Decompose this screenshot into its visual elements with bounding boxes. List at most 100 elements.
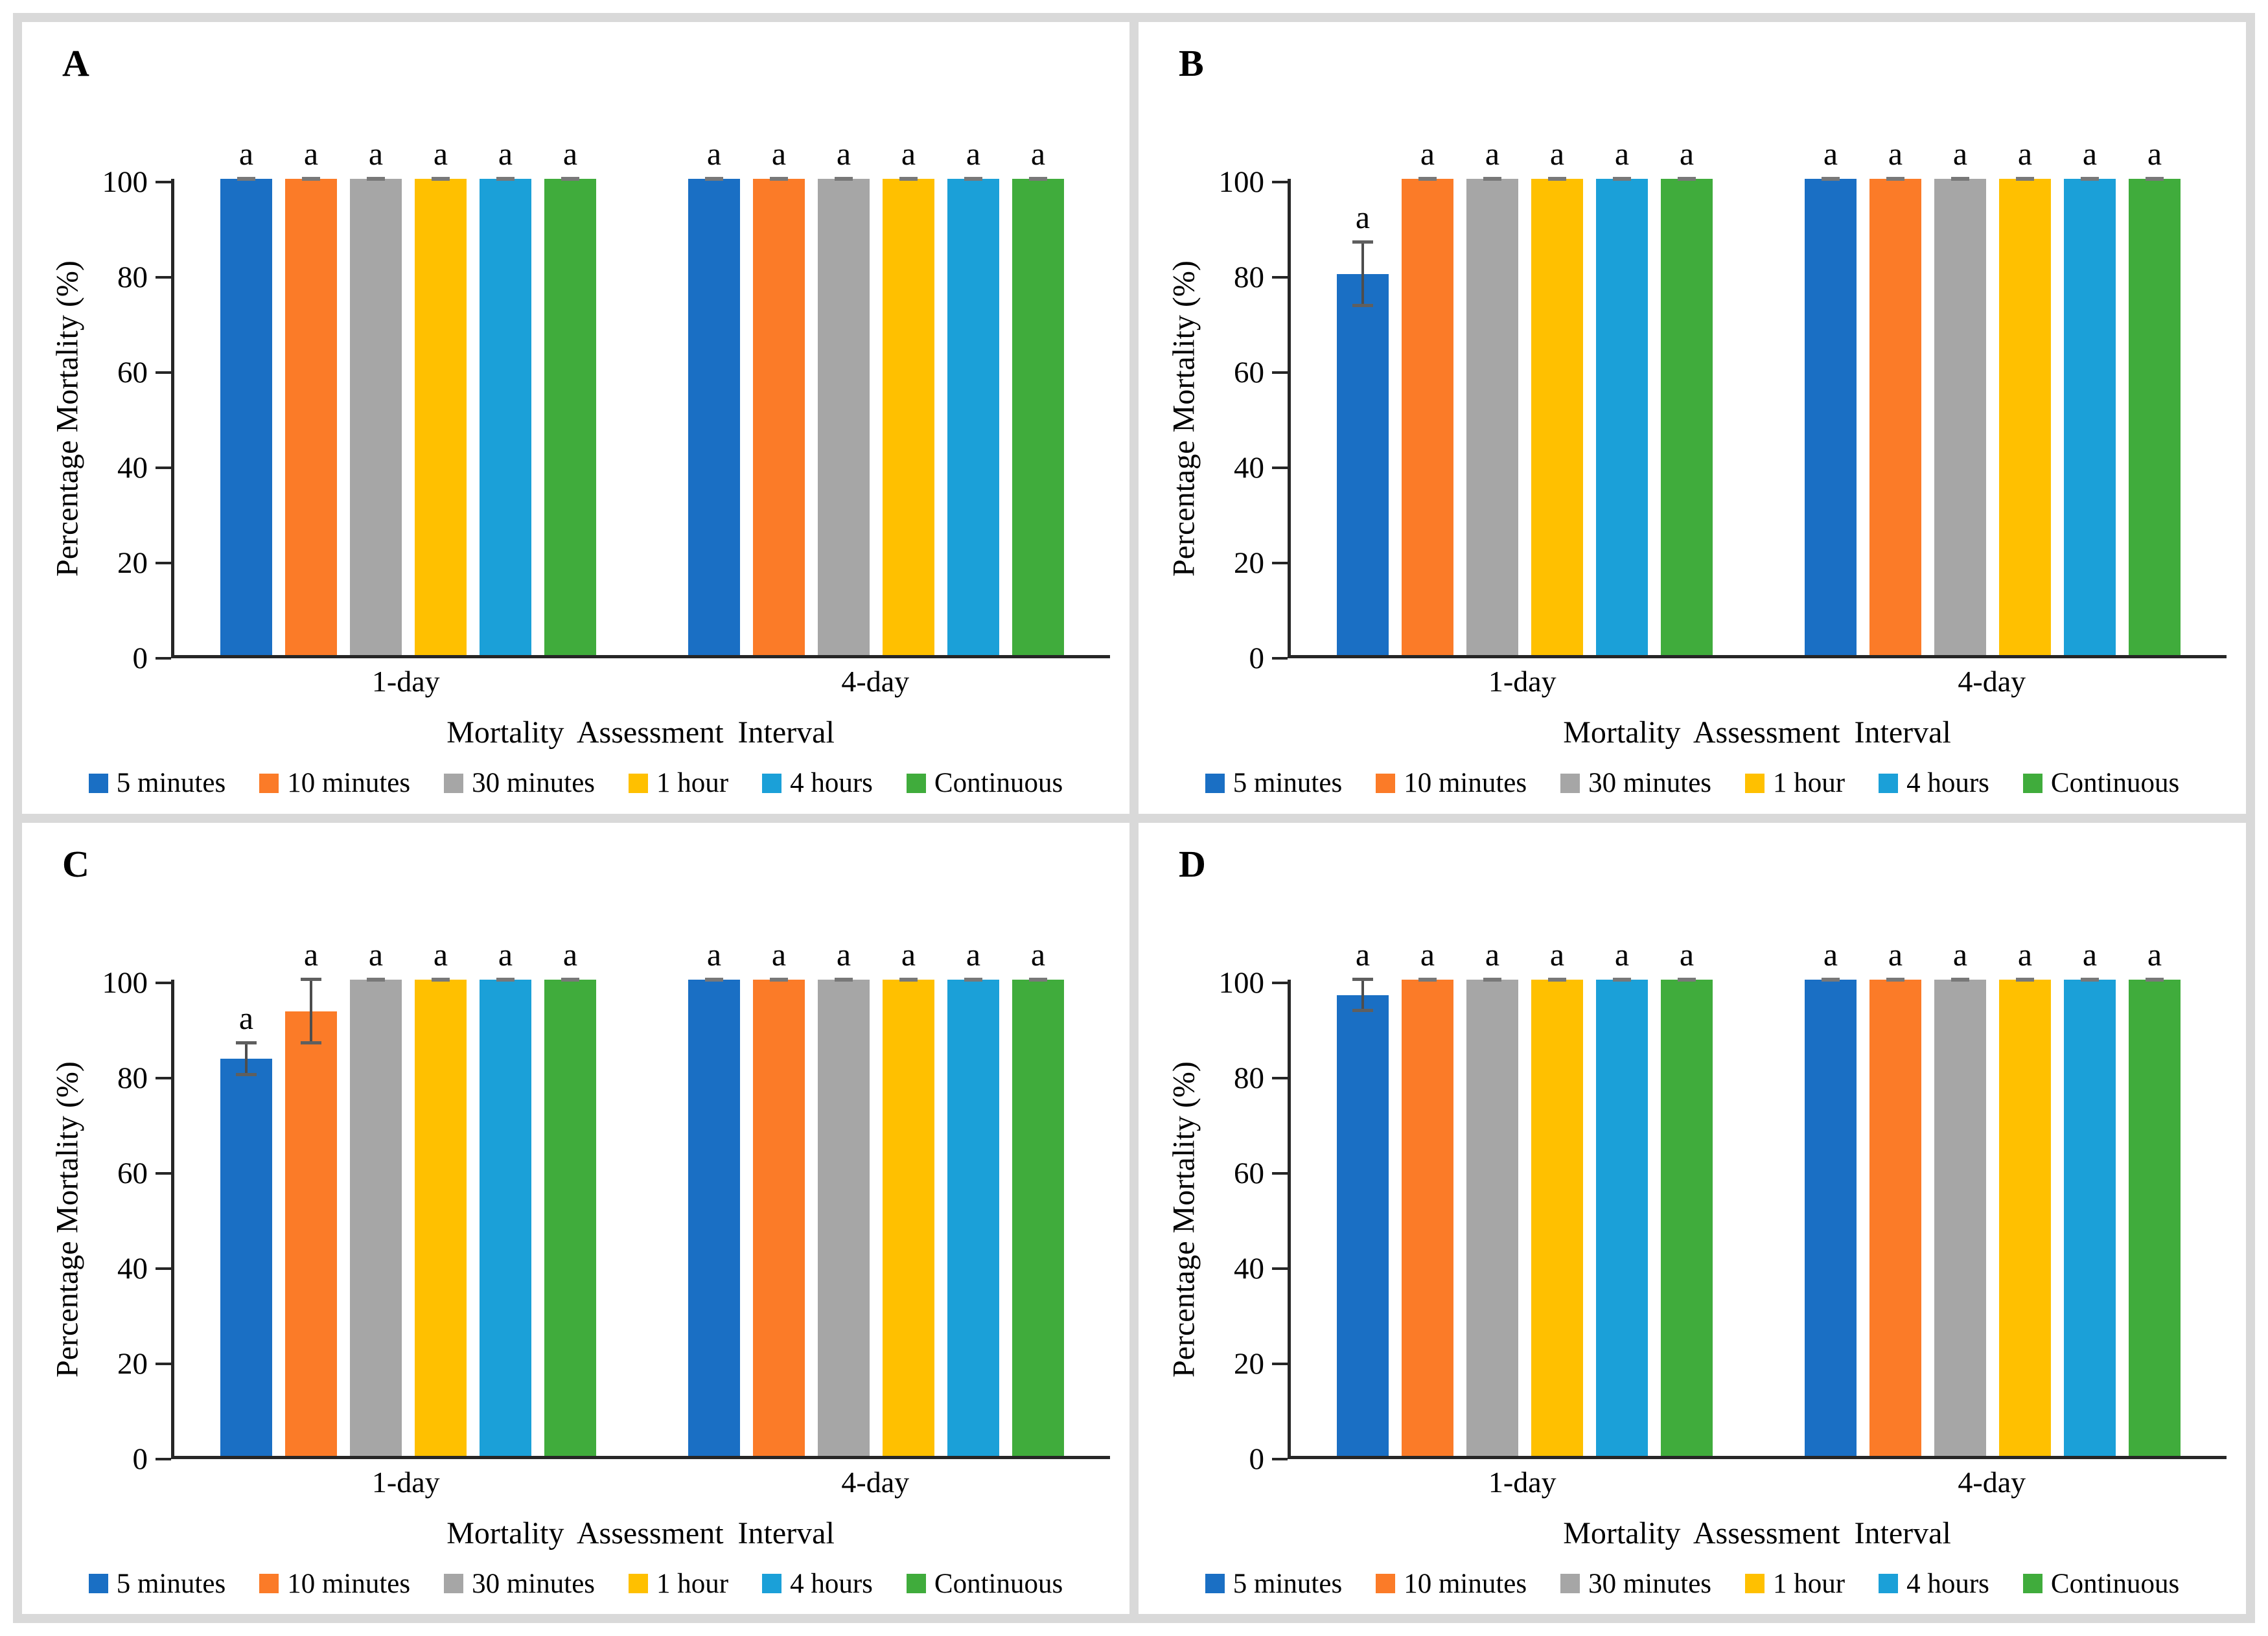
error-bar-cap xyxy=(705,977,723,982)
y-tick-mark xyxy=(156,562,171,564)
bar-1-day-4-hours: a xyxy=(1596,938,1648,1456)
legend-label: 4 hours xyxy=(790,768,873,798)
chart-area: Percentage Mortality (%) 0 20 40 60 80 100 a a a a… xyxy=(1158,114,2227,750)
legend-swatch-icon xyxy=(1560,1574,1580,1593)
significance-label: a xyxy=(433,936,448,973)
significance-label: a xyxy=(966,135,981,172)
significance-label: a xyxy=(2147,936,2162,973)
bar-4-day-10-minutes: a xyxy=(1869,938,1921,1456)
error-bar-cap xyxy=(2146,977,2164,982)
error-bar-cap xyxy=(1483,977,1501,982)
legend-item-10-minutes: 10 minutes xyxy=(259,1568,410,1600)
significance-label: a xyxy=(1823,936,1838,973)
error-bar-cap xyxy=(2016,177,2034,181)
bar-1-day-5-minutes: a xyxy=(220,137,272,655)
legend-item-continuous: Continuous xyxy=(906,767,1063,799)
error-bar-cap-bottom xyxy=(1352,304,1373,308)
legend-label: 4 hours xyxy=(790,1568,873,1599)
legend-item-30-minutes: 30 minutes xyxy=(1560,767,1711,799)
error-bar-cap-top xyxy=(1352,977,1373,981)
error-bar-cap xyxy=(2146,177,2164,181)
legend-item-30-minutes: 30 minutes xyxy=(444,1568,595,1600)
legend-swatch-icon xyxy=(1879,1574,1899,1593)
y-tick-label: 60 xyxy=(1234,1156,1264,1190)
y-axis: 0 20 40 60 80 100 xyxy=(93,915,171,1476)
y-tick-label: 80 xyxy=(117,260,148,294)
axis-lines xyxy=(171,979,1110,1459)
y-axis-title: Percentage Mortality (%) xyxy=(1166,1061,1201,1377)
error-bar-cap xyxy=(1822,977,1840,982)
bar-4-day-30-minutes: a xyxy=(818,137,870,655)
y-tick-label: 40 xyxy=(1234,451,1264,485)
axis-lines xyxy=(1288,179,2227,658)
y-tick-mark xyxy=(156,1362,171,1365)
bar-4-day-1-hour: a xyxy=(1999,137,2051,655)
significance-label: a xyxy=(901,135,916,172)
legend-item-30-minutes: 30 minutes xyxy=(444,767,595,799)
error-bar-cap xyxy=(2081,177,2099,181)
legend-swatch-icon xyxy=(444,1574,464,1593)
bar-1-day-10-minutes: a xyxy=(1402,137,1453,655)
error-bar-cap xyxy=(1483,177,1501,181)
y-tick-label: 100 xyxy=(102,965,148,1000)
significance-label: a xyxy=(1420,135,1435,172)
error-bar-cap-bottom xyxy=(236,1072,257,1076)
significance-label: a xyxy=(433,135,448,172)
figure-frame: A Percentage Mortality (%) 0 20 40 60 80 100 a a a… xyxy=(13,13,2255,1623)
bar-1-day-5-minutes: a xyxy=(220,1002,272,1456)
legend-item-4-hours: 4 hours xyxy=(1879,767,1989,799)
legend-item-5-minutes: 5 minutes xyxy=(88,1568,226,1600)
bar-1-day-30-minutes: a xyxy=(1466,938,1518,1456)
legend-swatch-icon xyxy=(1376,1574,1396,1593)
significance-label: a xyxy=(2017,936,2033,973)
significance-label: a xyxy=(706,135,722,172)
legend-label: Continuous xyxy=(2050,1568,2180,1599)
legend-swatch-icon xyxy=(1745,1574,1765,1593)
error-bar-cap xyxy=(1548,977,1566,982)
y-tick-mark xyxy=(1272,1267,1288,1270)
legend-swatch-icon xyxy=(906,773,926,793)
significance-label: a xyxy=(901,936,916,973)
panel-letter: C xyxy=(62,842,89,885)
bar-4-day-10-minutes: a xyxy=(753,938,805,1456)
bar-1-day-4-hours: a xyxy=(480,137,531,655)
legend-label: 30 minutes xyxy=(1588,1568,1712,1599)
error-bar-cap xyxy=(835,177,853,181)
y-tick-label: 100 xyxy=(1218,965,1265,1000)
legend-label: Continuous xyxy=(2050,768,2180,798)
legend-swatch-icon xyxy=(629,773,649,793)
legend-item-continuous: Continuous xyxy=(906,1568,1063,1600)
significance-label: a xyxy=(2147,135,2162,172)
bar-4-day-continuous: a xyxy=(2129,938,2181,1456)
legend-label: 5 minutes xyxy=(1232,768,1343,798)
y-tick-mark xyxy=(1272,181,1288,183)
y-tick-mark xyxy=(156,467,171,469)
bar-4-day-continuous: a xyxy=(2129,137,2181,655)
bar-1-day-1-hour: a xyxy=(1531,938,1583,1456)
legend-swatch-icon xyxy=(1205,773,1225,793)
x-category-4-day: 4-day xyxy=(841,665,910,698)
bar-1-day-10-minutes: a xyxy=(285,938,337,1456)
significance-label: a xyxy=(966,936,981,973)
bar-1-day-4-hours: a xyxy=(480,938,531,1456)
x-category-labels: 1-day 4-day xyxy=(1288,658,2227,698)
significance-label: a xyxy=(1355,936,1371,973)
x-axis-title: Mortality Assessment Interval xyxy=(446,1515,835,1550)
y-axis-title: Percentage Mortality (%) xyxy=(1166,260,1201,577)
error-bar-cap xyxy=(1886,977,1904,982)
legend-item-10-minutes: 10 minutes xyxy=(1376,1568,1527,1600)
bar-4-day-10-minutes: a xyxy=(753,137,805,655)
bar-4-day-4-hours: a xyxy=(947,137,999,655)
legend-label: 4 hours xyxy=(1906,1568,1989,1599)
significance-label: a xyxy=(1030,135,1046,172)
x-category-1-day: 1-day xyxy=(1488,665,1556,698)
chart-area: Percentage Mortality (%) 0 20 40 60 80 100 a a a a… xyxy=(41,114,1110,750)
error-bar-cap xyxy=(1951,177,1969,181)
